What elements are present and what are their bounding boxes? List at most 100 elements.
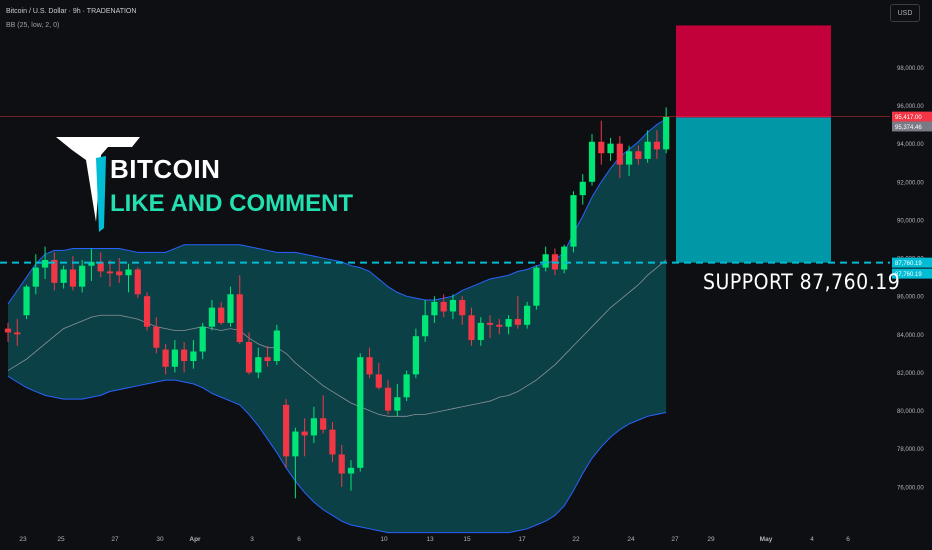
candle-body <box>505 319 512 327</box>
price-axis[interactable]: 76,000.00 78,000.00 80,000.00 82,000.00 84,0… <box>892 66 932 491</box>
candle-body <box>616 143 623 165</box>
candle-body <box>171 349 178 367</box>
candle-body <box>310 418 318 436</box>
candle-body <box>329 429 336 455</box>
price-badge-label: 95,417.00 <box>895 115 922 121</box>
price-badge <box>892 111 932 122</box>
candle-body <box>561 246 568 270</box>
candle-body <box>14 332 21 335</box>
candle-body <box>394 397 401 411</box>
tradenation-logo-icon <box>56 137 140 232</box>
price-tick-label: 98,000.00 <box>897 66 924 72</box>
time-tick-label: 23 <box>19 536 27 543</box>
candle-body <box>41 259 49 268</box>
price-tick-label: 78,000.00 <box>897 447 924 453</box>
candle-body <box>644 141 651 159</box>
candle-body <box>116 271 123 276</box>
candle-body <box>134 269 141 295</box>
candle-body <box>625 151 633 165</box>
currency-button[interactable]: USD <box>890 4 920 22</box>
time-tick-label: May <box>760 536 773 543</box>
support-label: SUPPORT 87,760.19 <box>703 270 901 294</box>
candle-body <box>375 374 382 388</box>
candle-body <box>88 261 95 266</box>
price-tick-label: 92,000.00 <box>897 180 924 186</box>
time-tick-label: 27 <box>111 536 119 543</box>
candle-body <box>199 326 206 352</box>
candle-body <box>588 141 596 182</box>
time-tick-label: 17 <box>518 536 526 543</box>
level-lines <box>0 116 890 264</box>
candle-body <box>23 286 30 316</box>
time-tick-label: 25 <box>57 536 65 543</box>
candles <box>4 107 670 499</box>
time-tick-label: 4 <box>810 536 814 543</box>
time-axis[interactable]: 23 25 27 30 Apr 3 6 10 13 15 17 22 24 27 29 May 4 6 <box>19 536 850 543</box>
candle-body <box>468 315 475 341</box>
time-tick-label: 22 <box>572 536 580 543</box>
candle-body <box>653 141 660 150</box>
candle-body <box>431 301 438 316</box>
chart-title: Bitcoin / U.S. Dollar · 9h · TRADENATION <box>6 8 137 15</box>
price-tick-label: 76,000.00 <box>897 485 924 491</box>
time-tick-label: 6 <box>846 536 850 543</box>
candle-body <box>208 307 216 327</box>
price-badge <box>892 257 932 268</box>
candle-body <box>162 349 169 367</box>
price-badge <box>892 121 932 132</box>
time-tick-label: 27 <box>671 536 679 543</box>
price-tick-label: 96,000.00 <box>897 104 924 110</box>
position-zones[interactable] <box>676 25 831 263</box>
candle-body <box>106 271 114 274</box>
candle-body <box>366 357 373 375</box>
time-tick-label: 13 <box>426 536 434 543</box>
candle-body <box>514 319 521 325</box>
price-tick-label: 80,000.00 <box>897 409 924 415</box>
time-tick-label: 29 <box>707 536 715 543</box>
candle-body <box>181 349 188 362</box>
candle-body <box>227 294 234 323</box>
candle-body <box>32 267 39 287</box>
candle-body <box>357 357 364 468</box>
take-profit-zone <box>676 117 831 263</box>
candle-body <box>486 322 494 325</box>
candle-body <box>384 387 392 411</box>
band-middle-line <box>7 259 667 417</box>
candle-body <box>125 269 132 276</box>
time-tick-label: 30 <box>156 536 164 543</box>
candle-body <box>255 357 262 373</box>
indicator-legend[interactable]: BB (25, low, 2, 0) <box>6 22 60 29</box>
candle-body <box>422 315 429 337</box>
candle-body <box>218 307 225 323</box>
candle-body <box>579 181 586 196</box>
price-badge-label: 87,760.19 <box>895 261 922 267</box>
candle-body <box>338 454 345 474</box>
candle-body <box>283 404 290 457</box>
candle-body <box>4 328 12 333</box>
candle-body <box>51 259 58 283</box>
price-badge-label: 87,760.19 <box>895 272 922 278</box>
candle-body <box>533 267 540 306</box>
candle-body <box>320 418 327 430</box>
price-tick-label: 94,000.00 <box>897 142 924 148</box>
time-tick-label: 15 <box>463 536 471 543</box>
candle-body <box>598 141 605 154</box>
candle-body <box>264 357 271 362</box>
candle-body <box>60 269 67 283</box>
candle-body <box>440 301 447 312</box>
candle-body <box>273 330 280 362</box>
time-tick-label: 24 <box>627 536 635 543</box>
price-badge <box>892 268 932 279</box>
candle-body <box>245 341 253 373</box>
candle-body <box>524 305 531 325</box>
candle-body <box>292 431 299 457</box>
watermark-title: BITCOIN <box>110 154 221 184</box>
time-tick-label: Apr <box>189 536 201 543</box>
stop-loss-zone <box>676 25 831 118</box>
price-tick-label: 86,000.00 <box>897 295 924 301</box>
candle-body <box>635 151 642 159</box>
candle-body <box>607 143 614 154</box>
candle-body <box>496 324 503 327</box>
candle-body <box>459 300 466 316</box>
